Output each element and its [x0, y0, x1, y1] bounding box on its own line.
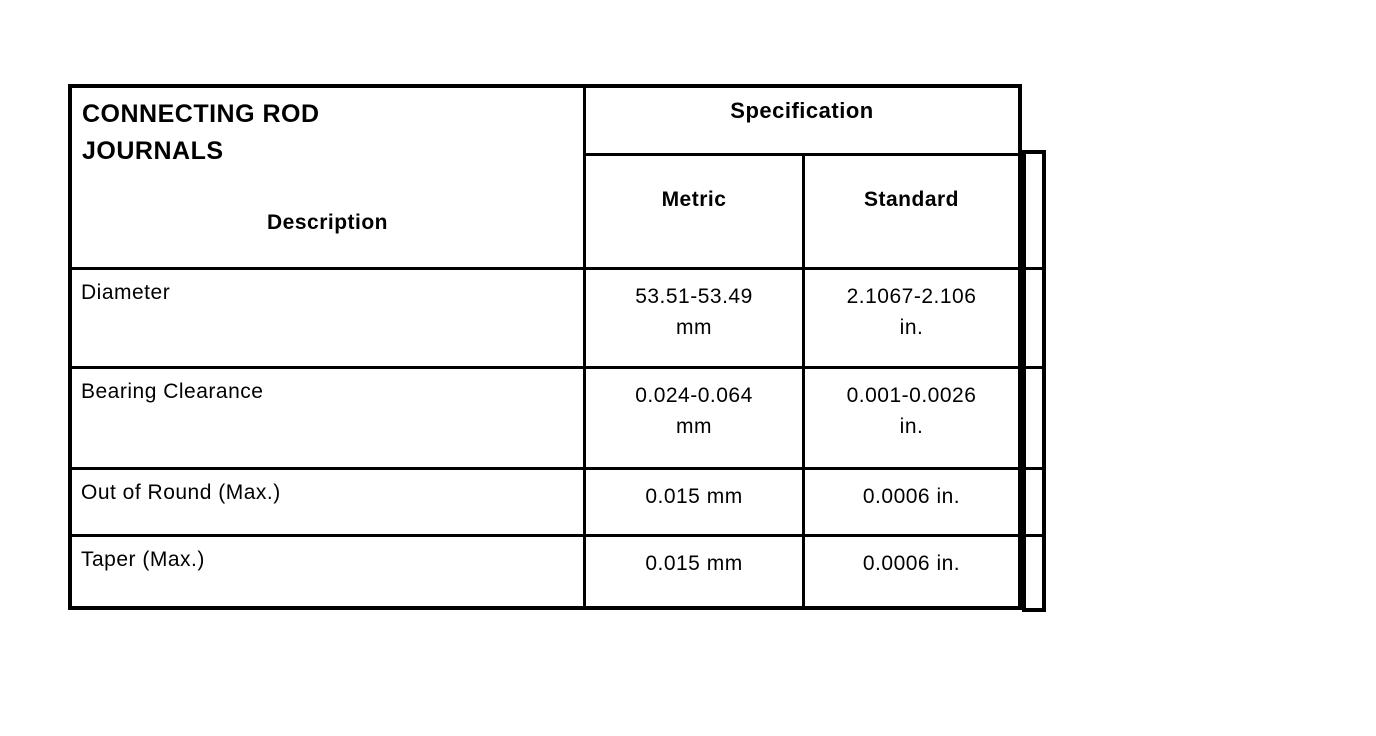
- row-description: Taper (Max.): [72, 537, 586, 606]
- row-standard-value: 0.001-0.0026 in.: [805, 369, 1018, 470]
- metric-column-header-label: Metric: [661, 188, 727, 211]
- metric-column-header-cell: Metric: [586, 156, 805, 270]
- empty-right-column-cell: [1026, 154, 1042, 270]
- empty-right-column-cell: [1026, 369, 1042, 470]
- row-metric-value: 0.015 mm: [586, 470, 805, 537]
- empty-right-column-cell: [1026, 270, 1042, 369]
- empty-right-column-cell: [1026, 470, 1042, 537]
- description-header-cell: CONNECTING ROD JOURNALS Description: [72, 88, 586, 270]
- row-standard-value: 0.0006 in.: [862, 552, 961, 575]
- empty-right-column-cell: [1026, 537, 1042, 608]
- description-header-label: Description: [266, 211, 389, 234]
- table-title: CONNECTING ROD JOURNALS: [82, 100, 320, 165]
- row-metric-value: 53.51-53.49 mm: [586, 270, 805, 369]
- row-metric-value: 0.015 mm: [586, 537, 805, 606]
- empty-right-column: [1022, 150, 1046, 612]
- spec-table: CONNECTING ROD JOURNALS Description Spec…: [68, 84, 1022, 610]
- row-description: Bearing Clearance: [72, 369, 586, 470]
- row-description: Out of Round (Max.): [72, 470, 586, 537]
- row-standard-value: 0.0006 in.: [805, 470, 1018, 537]
- standard-column-header-label: Standard: [863, 188, 959, 211]
- specification-header-cell: Specification: [586, 88, 1018, 156]
- row-description: Diameter: [72, 270, 586, 369]
- standard-column-header-cell: Standard: [805, 156, 1018, 270]
- specification-header-label: Specification: [730, 98, 874, 123]
- row-standard-value: 2.1067-2.106 in.: [805, 270, 1018, 369]
- row-metric-value: 0.024-0.064 mm: [586, 369, 805, 470]
